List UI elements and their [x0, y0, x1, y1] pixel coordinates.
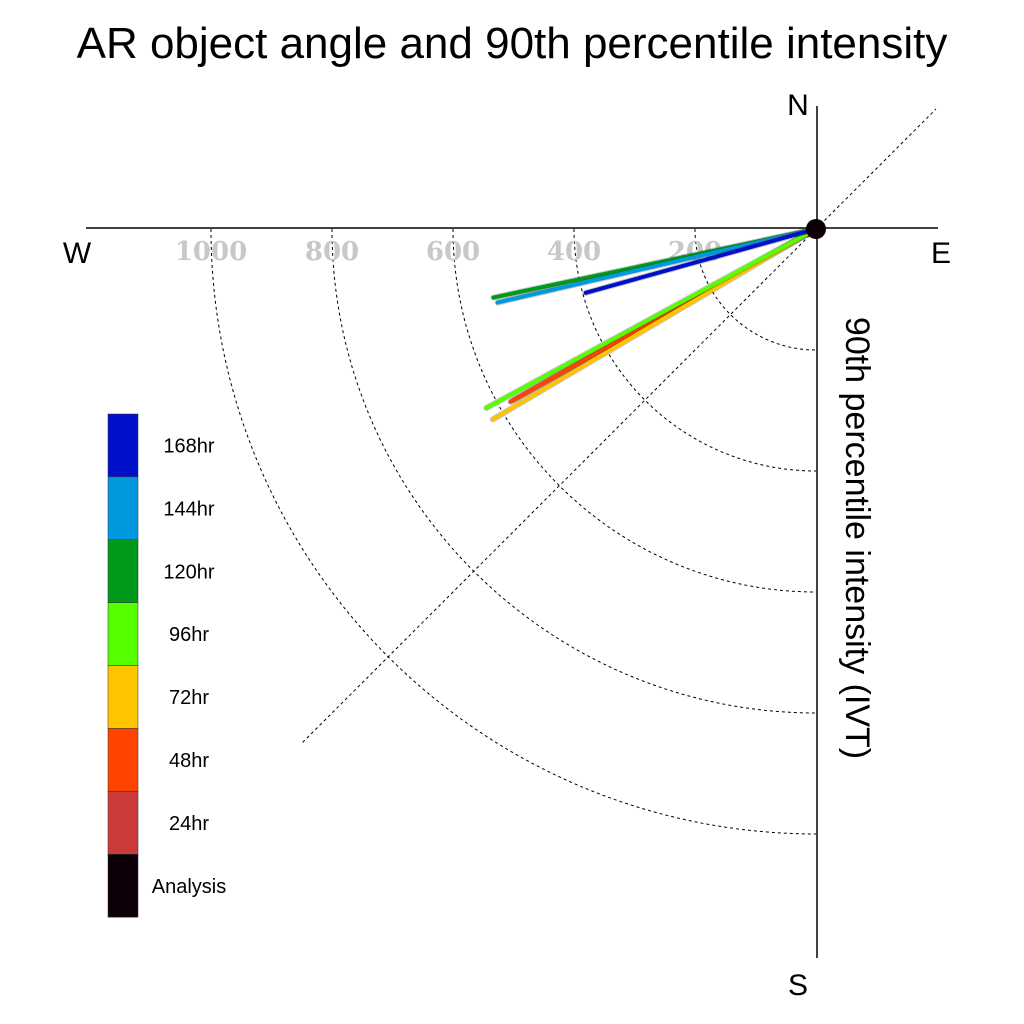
vector-144hr	[495, 227, 818, 305]
vector-72hr	[490, 227, 818, 422]
legend-swatch-144hr	[107, 476, 139, 541]
legend-swatch-168hr	[107, 413, 139, 478]
legend-swatch-120hr	[107, 539, 139, 603]
radial-grid	[210, 108, 937, 835]
tick-label-1000: 1000	[175, 237, 247, 267]
legend-label-48hr: 48hr	[169, 750, 209, 772]
compass-east: E	[931, 237, 951, 270]
tick-label-800: 800	[305, 237, 359, 267]
legend-label-24hr: 24hr	[169, 813, 209, 835]
intensity-axis-title: 90th percentile intensity (IVT)	[838, 317, 876, 759]
legend-swatch-72hr	[107, 665, 139, 729]
legend-swatch-96hr	[107, 602, 139, 666]
legend-label-120hr: 120hr	[163, 561, 214, 583]
tick-label-400: 400	[547, 237, 601, 267]
compass-west: W	[63, 237, 92, 270]
grid-diagonal	[302, 108, 937, 743]
vector-168hr	[583, 227, 818, 295]
series-vectors	[483, 226, 819, 423]
legend-label-72hr: 72hr	[169, 687, 209, 709]
vector-96hr	[484, 227, 818, 410]
legend-swatch-Analysis	[107, 854, 139, 918]
chart-title: AR object angle and 90th percentile inte…	[77, 19, 948, 68]
origin-marker	[806, 219, 826, 239]
legend-label-144hr: 144hr	[163, 498, 214, 520]
legend-swatch-24hr	[107, 791, 139, 855]
legend-label-96hr: 96hr	[169, 624, 209, 646]
legend-swatch-48hr	[107, 728, 139, 792]
compass-north: N	[787, 89, 809, 122]
tick-label-600: 600	[426, 237, 480, 267]
legend-label-168hr: 168hr	[163, 435, 214, 457]
legend: 168hr 144hr 120hr 96hr 72hr 48hr 24hr Analysis	[107, 413, 226, 918]
compass-south: S	[788, 969, 808, 1002]
legend-label-Analysis: Analysis	[152, 876, 226, 898]
